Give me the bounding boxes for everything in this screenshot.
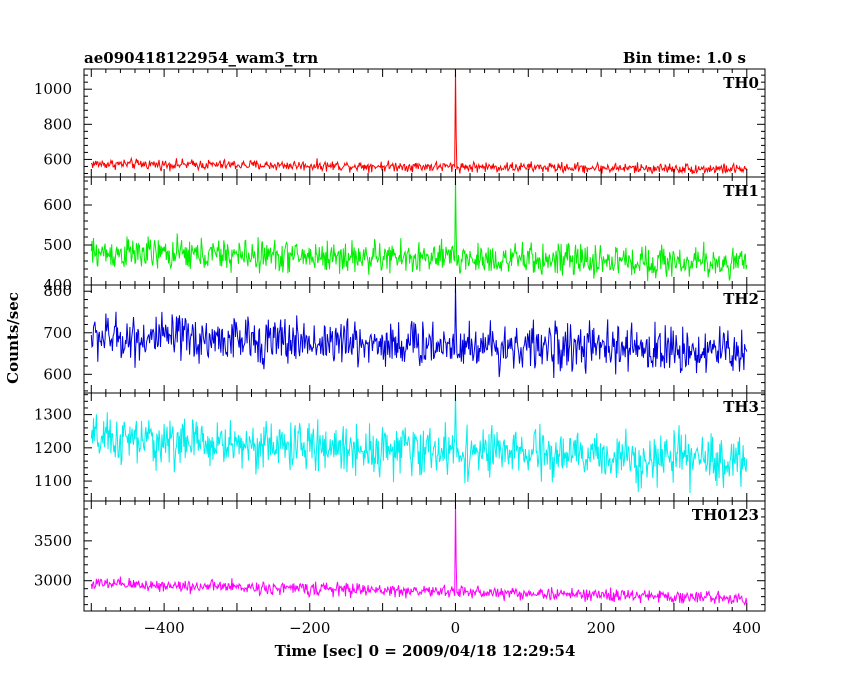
x-tick-label: −200 [289,619,330,637]
y-tick-label: 1300 [34,406,72,424]
chart-title-right: Bin time: 1.0 s [623,49,746,67]
y-tick-label: 800 [43,115,72,133]
panel-th0: 600 800 1000 TH0 [34,68,766,178]
y-tick-label: 600 [43,196,72,214]
y-tick-label: 500 [43,236,72,254]
panels-group: 600 800 1000 TH0 400 500 600 TH1 600 700 800 TH2 110… [34,68,766,637]
x-tick-label: −400 [144,619,185,637]
series-th2 [90,285,748,379]
y-tick-label: 800 [43,282,72,300]
y-tick-label: 600 [43,365,72,383]
panel-label: TH3 [723,398,759,416]
series-th0 [90,69,748,175]
y-axis-label: Counts/sec [4,292,22,384]
panel-label: TH0 [723,74,759,92]
panel-label: TH2 [723,290,759,308]
y-tick-label: 400 [43,276,72,294]
panel-frame [83,68,766,178]
y-tick-label: 1200 [34,439,72,457]
panel-label: TH0123 [692,506,759,524]
x-tick-label: 0 [451,619,461,637]
chart-title-left: ae090418122954_wam3_trn [84,49,318,67]
x-tick-label: 200 [587,619,616,637]
series-th1 [90,177,748,282]
y-tick-label: 700 [43,324,72,342]
y-tick-label: 600 [43,150,72,168]
panel-th3: 1100 1200 1300 TH3 [34,392,766,502]
y-tick-label: 1000 [34,80,72,98]
y-tick-label: 1100 [34,472,72,490]
panel-label: TH1 [723,182,759,200]
panel-th2: 600 700 800 TH2 [43,282,766,394]
panel-frame [83,500,766,612]
panel-th1: 400 500 600 TH1 [43,176,766,294]
panel-frame [83,176,766,286]
x-tick-label: 400 [732,619,761,637]
x-axis-label: Time [sec] 0 = 2009/04/18 12:29:54 [275,642,576,660]
series-th3 [90,393,748,494]
panel-th0123: 3000 3500 TH0123 [34,500,766,612]
y-tick-label: 3500 [34,532,72,550]
y-tick-label: 3000 [34,572,72,590]
series-th0123 [90,501,748,606]
